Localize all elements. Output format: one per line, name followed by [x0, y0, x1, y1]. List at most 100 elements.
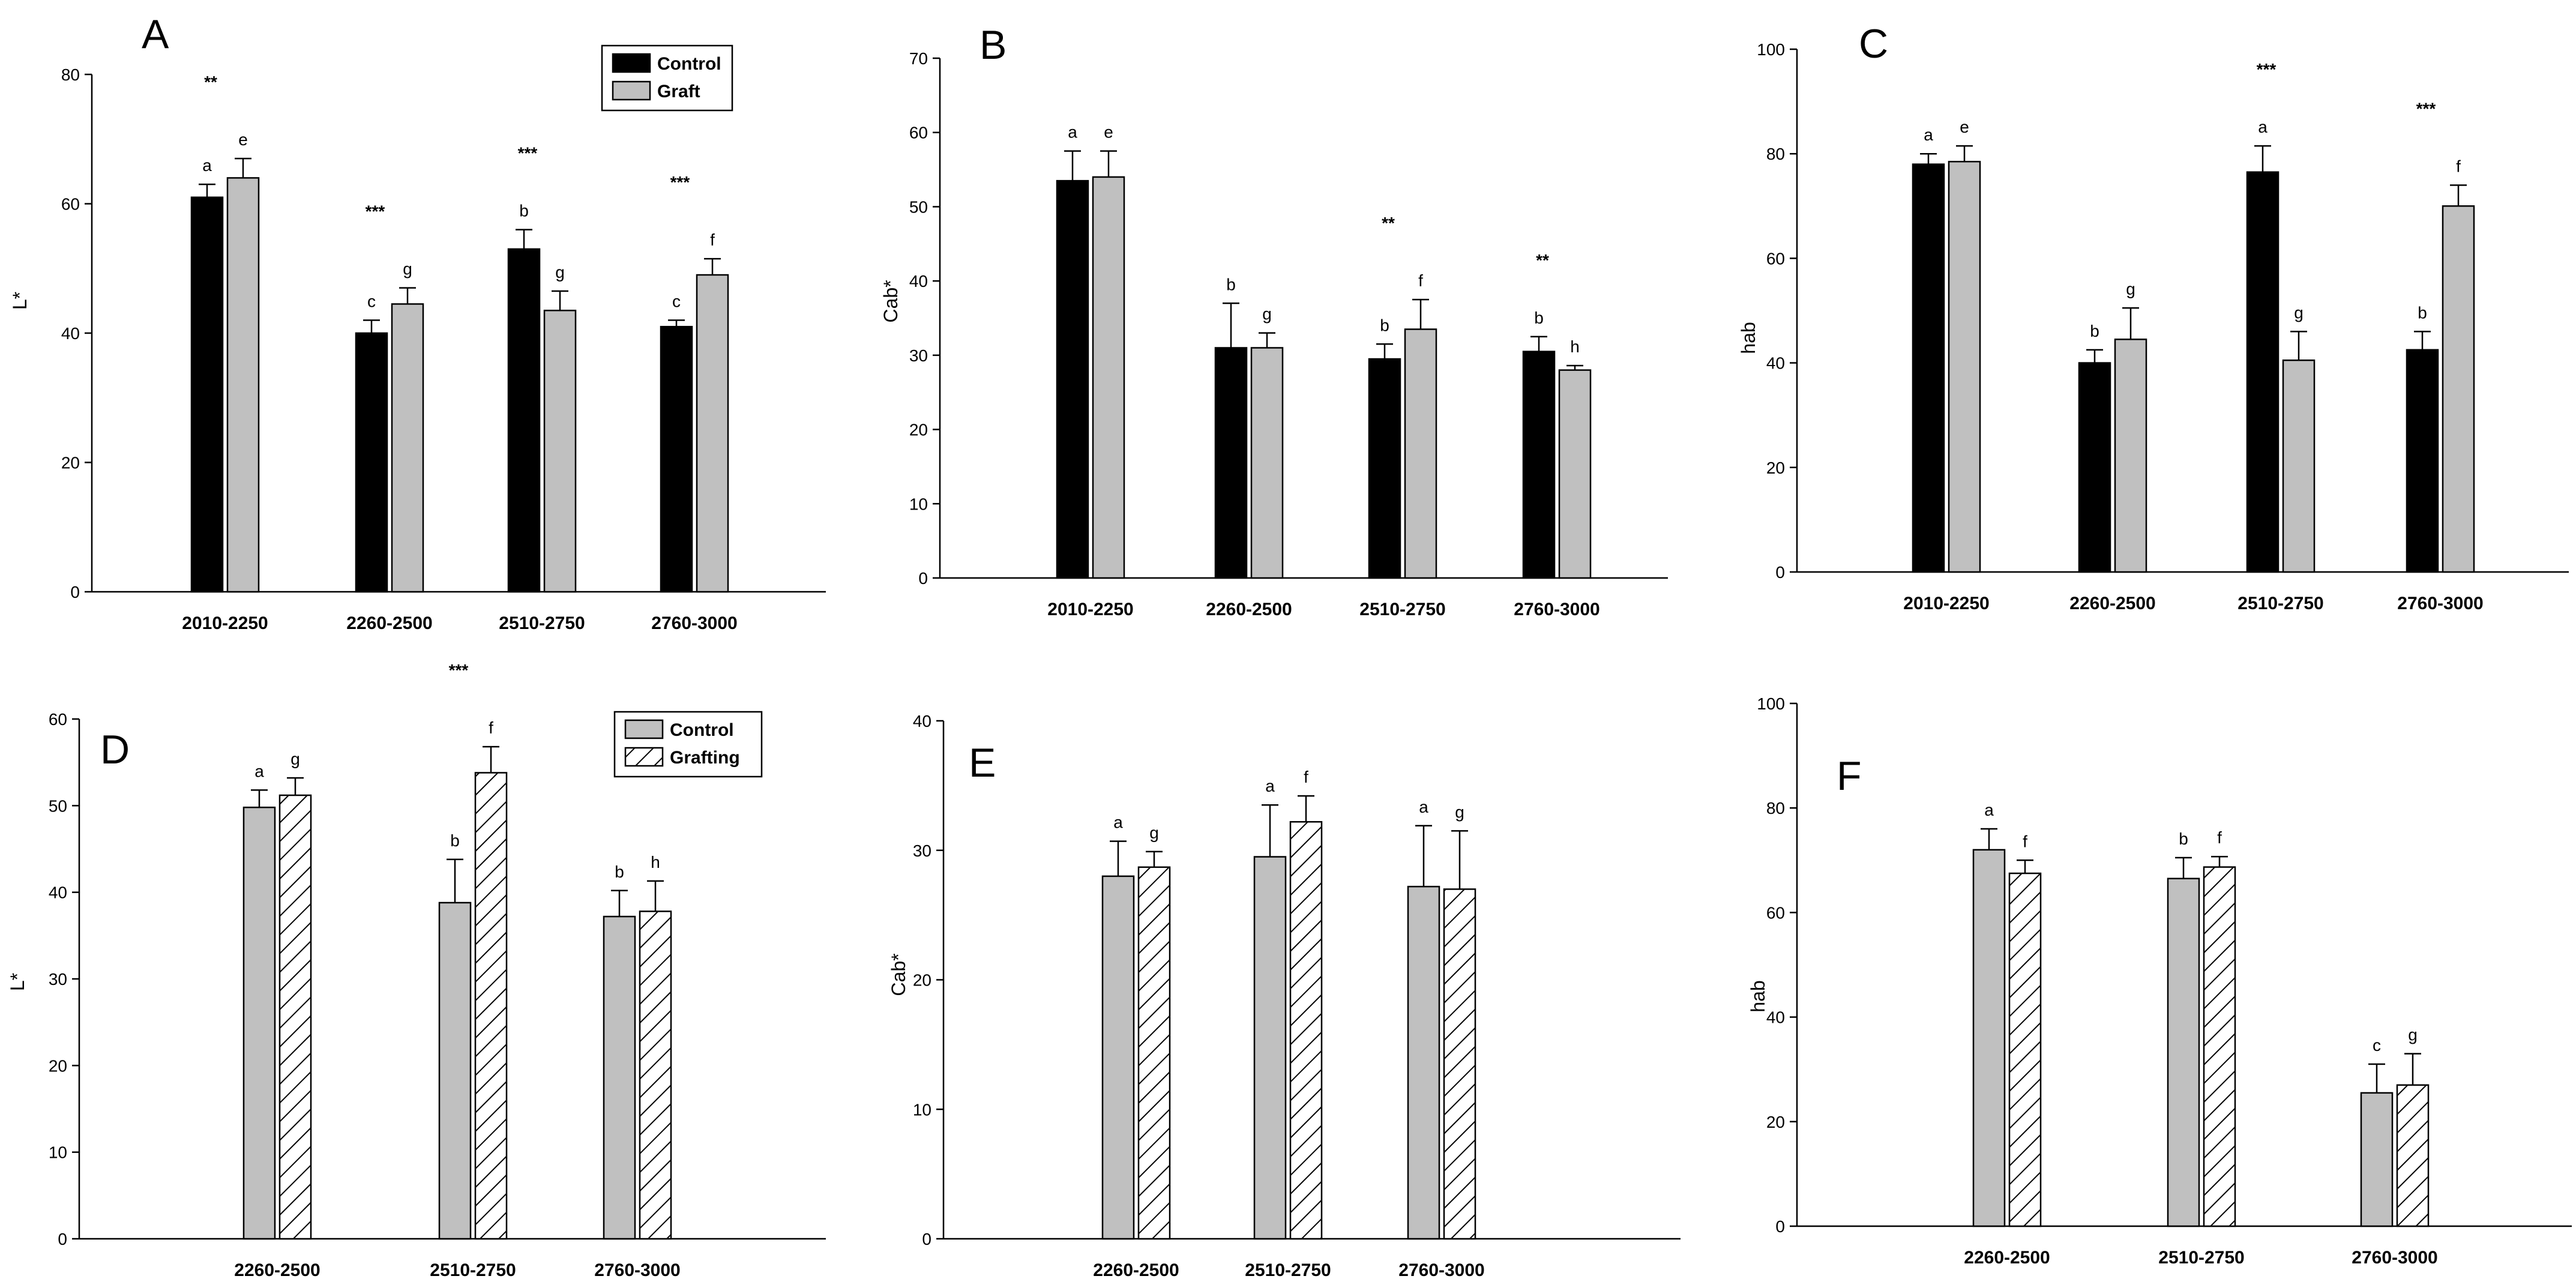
bar [1056, 179, 1089, 579]
chart-panel-a: A 0 20 40 60 80 L* 2010-2250 a e ** 2260-2500 c g *** 2… [9, 11, 826, 633]
significance-letter: g [1149, 823, 1159, 842]
bar [1972, 849, 2006, 1227]
significance-letter: g [2294, 303, 2304, 322]
bar [2203, 866, 2236, 1227]
significance-letter: f [1304, 768, 1308, 786]
y-tick-label: 0 [922, 1230, 931, 1248]
y-axis-title: L* [7, 973, 28, 991]
bar [2406, 349, 2439, 573]
legend-label: Graft [657, 82, 700, 101]
x-category-label: 2510-2750 [1245, 1260, 1331, 1280]
y-tick-label: 100 [1757, 40, 1785, 59]
significance-letter: e [238, 130, 248, 149]
x-category-label: 2760-3000 [651, 613, 737, 633]
bar [1912, 163, 1945, 573]
significance-letter: c [672, 292, 681, 310]
y-tick-label: 50 [909, 197, 928, 216]
significance-stars: ** [1536, 251, 1549, 269]
significance-letter: b [615, 862, 624, 881]
y-tick-label: 10 [49, 1143, 67, 1162]
legend-swatch [612, 80, 651, 101]
significance-letter: f [489, 718, 493, 737]
y-tick-label: 30 [909, 346, 928, 365]
x-category-label: 2010-2250 [182, 613, 268, 633]
y-tick-label: 40 [913, 712, 931, 730]
y-tick-label: 10 [909, 495, 928, 513]
bar [1092, 176, 1125, 579]
bar [696, 274, 729, 593]
significance-letter: f [710, 230, 715, 249]
significance-letter: b [1226, 275, 1236, 293]
bar [2114, 339, 2147, 573]
y-tick-label: 60 [61, 195, 80, 214]
x-category-label: 2260-2500 [1964, 1248, 2050, 1268]
chart-panel-f: F 0 20 40 60 80 100 hab 2260-2500 a f 2510-2750 b f 27… [1747, 694, 2572, 1268]
y-tick-label: 0 [70, 583, 80, 601]
bar [1214, 347, 1248, 579]
bar [278, 794, 312, 1240]
y-axis-title: hab [1738, 322, 1759, 354]
significance-letter: b [519, 202, 529, 220]
x-category-label: 2760-3000 [1514, 600, 1599, 619]
significance-letter: b [2090, 322, 2099, 340]
bar [1250, 347, 1284, 579]
significance-letter: a [254, 762, 264, 780]
significance-letter: f [2217, 828, 2222, 847]
bar [1404, 328, 1437, 579]
bar [242, 806, 276, 1240]
legend-label: Control [657, 54, 721, 74]
bar [1253, 856, 1287, 1240]
x-category-label: 2260-2500 [1206, 600, 1292, 619]
bar [1558, 369, 1592, 579]
panel-label-e: E [969, 740, 996, 786]
significance-letter: g [403, 260, 412, 278]
y-tick-label: 40 [909, 272, 928, 290]
bar [1522, 351, 1556, 579]
significance-letter: h [1570, 337, 1580, 356]
bar [543, 310, 577, 593]
x-category-label: 2260-2500 [2069, 594, 2155, 613]
y-axis-title: Cab* [880, 280, 901, 322]
significance-letter: g [290, 750, 300, 768]
y-tick-label: 50 [49, 796, 67, 815]
bar [1101, 875, 1135, 1240]
significance-letter: f [1418, 271, 1423, 290]
y-tick-label: 40 [61, 324, 80, 343]
significance-letter: b [2418, 303, 2427, 322]
legend-swatch [624, 747, 664, 767]
significance-stars: *** [2257, 60, 2277, 79]
y-tick-label: 80 [1766, 145, 1785, 163]
x-category-label: 2760-3000 [1398, 1260, 1484, 1280]
bar [2008, 872, 2042, 1227]
significance-letter: a [1924, 125, 1933, 144]
significance-letter: e [1960, 118, 1969, 136]
y-tick-label: 20 [61, 454, 80, 472]
significance-letter: a [1984, 801, 1994, 819]
bar [603, 915, 636, 1240]
y-tick-label: 0 [58, 1230, 67, 1248]
bar [1289, 821, 1323, 1240]
bar [355, 332, 388, 593]
y-tick-label: 30 [49, 970, 67, 989]
significance-letter: e [1104, 123, 1113, 142]
y-tick-label: 100 [1757, 694, 1785, 713]
y-tick-label: 20 [1766, 1113, 1785, 1131]
panel-label-d: D [100, 727, 130, 772]
bar [2442, 205, 2475, 573]
x-category-label: 2510-2750 [499, 613, 585, 633]
panel-label-a: A [142, 11, 169, 57]
bar [2282, 359, 2316, 573]
significance-letter: g [1455, 802, 1464, 821]
chart-panel-c: C 0 20 40 60 80 100 hab 2010-2250 a e 2260-2500 b g 25… [1738, 21, 2569, 613]
x-category-label: 2510-2750 [1359, 600, 1445, 619]
y-tick-label: 0 [1775, 563, 1785, 582]
significance-letter: b [2179, 829, 2188, 848]
x-category-label: 2010-2250 [1047, 600, 1133, 619]
y-tick-label: 20 [913, 971, 931, 990]
y-tick-label: 0 [1775, 1217, 1785, 1236]
bar [639, 910, 672, 1240]
y-tick-label: 40 [1766, 354, 1785, 373]
bar [2167, 877, 2200, 1227]
x-category-label: 2510-2750 [2158, 1248, 2244, 1268]
x-category-label: 2010-2250 [1903, 594, 1989, 613]
